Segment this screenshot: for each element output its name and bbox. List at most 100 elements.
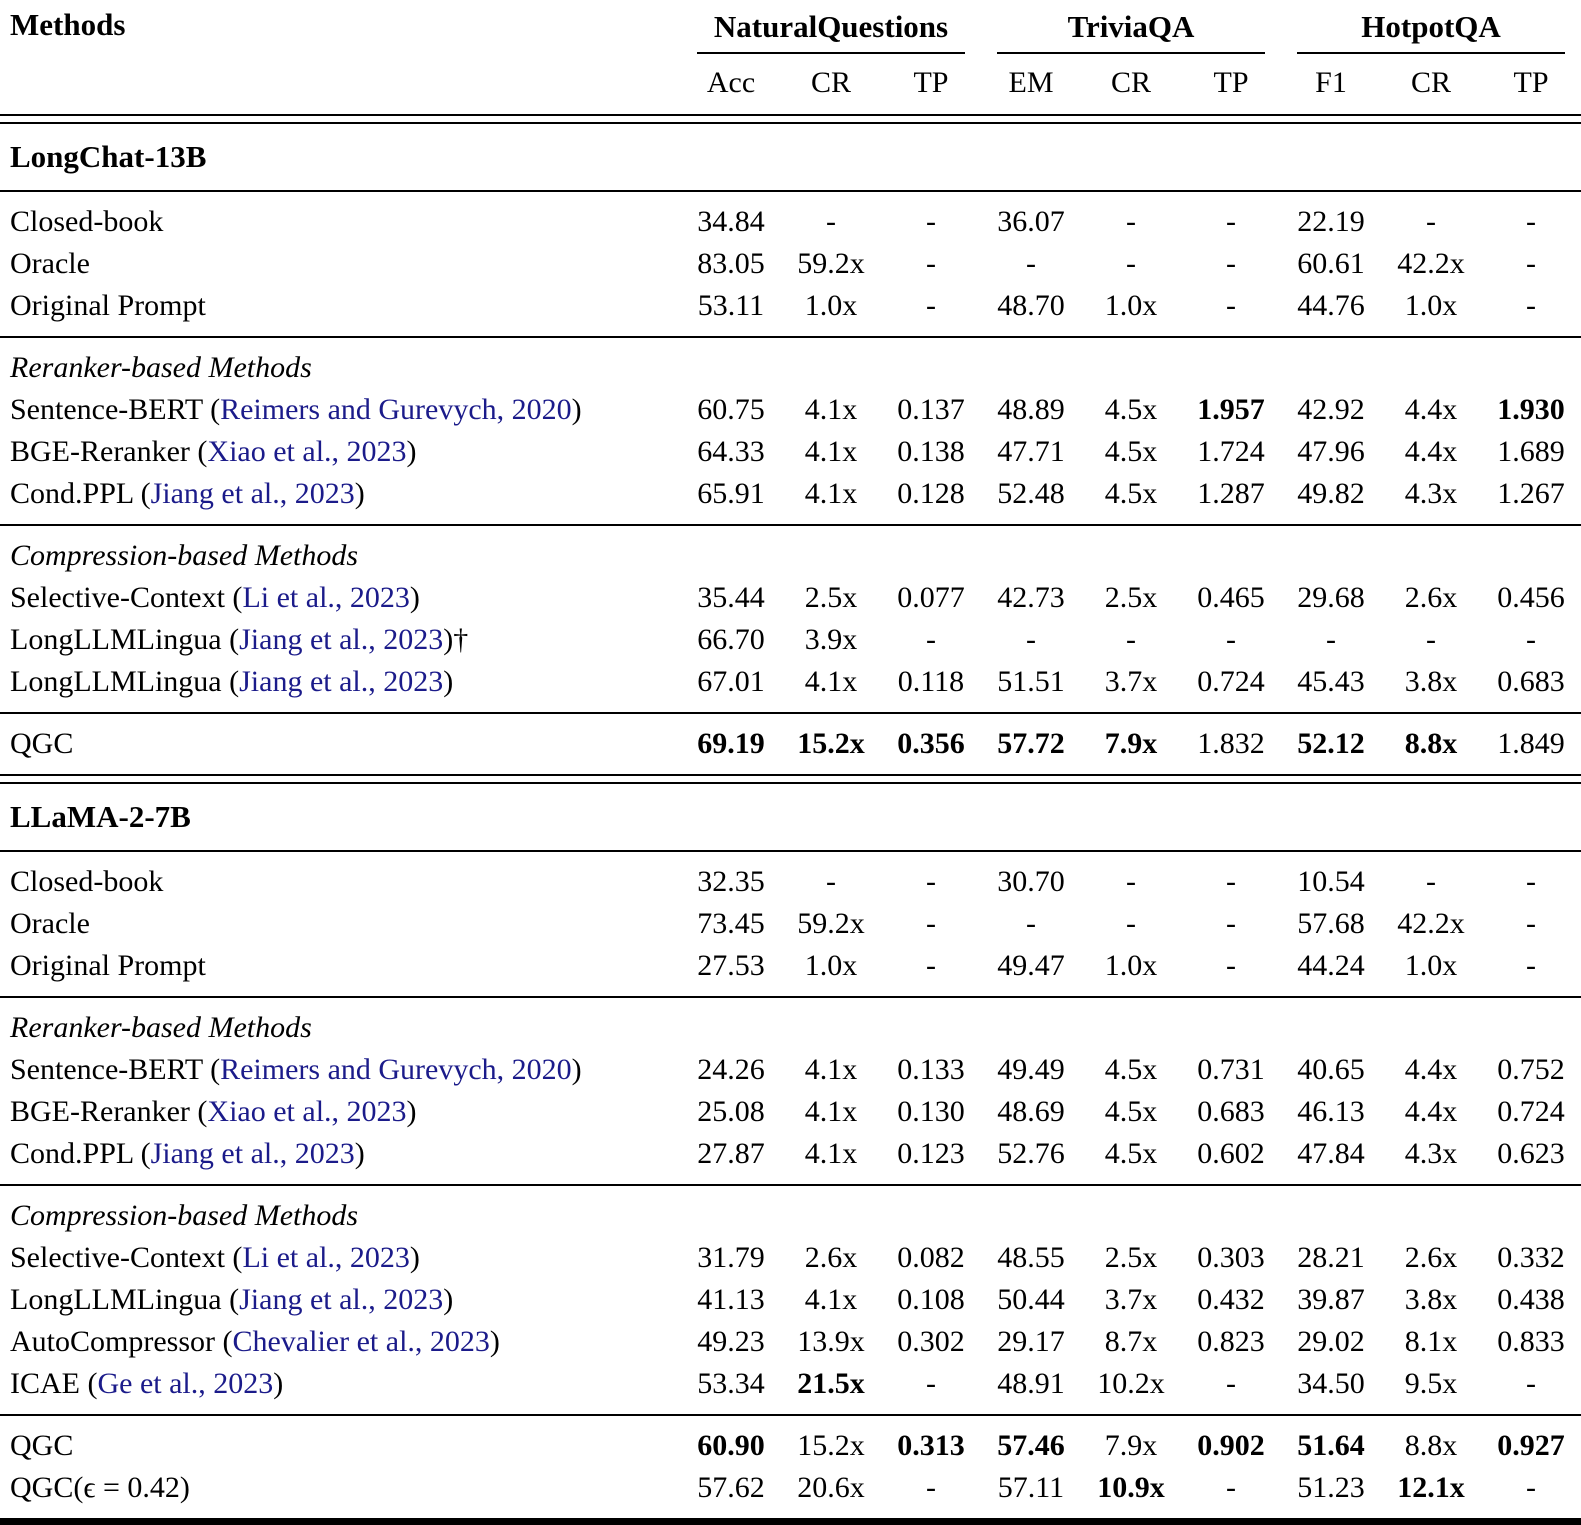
category-label: Reranker-based Methods: [0, 336, 1581, 389]
value-cell: 3.7x: [1104, 665, 1158, 698]
value-cell: 1.0x: [1404, 289, 1458, 322]
value-cell: 40.65: [1297, 1053, 1365, 1086]
col-header-tqa-cr: CR: [1110, 66, 1152, 99]
value-cell: 49.23: [697, 1325, 765, 1358]
value-cell: 47.84: [1297, 1137, 1365, 1170]
citation-link[interactable]: Jiang et al., 2023: [239, 623, 444, 656]
value-cell: 60.75: [697, 393, 765, 426]
value-cell: 4.1x: [804, 1053, 858, 1086]
method-text: LongLLMLingua (: [10, 1283, 240, 1316]
value-cell: 4.5x: [1104, 477, 1158, 510]
value-cell: 73.45: [697, 907, 765, 940]
value-cell: 1.957: [1197, 393, 1265, 426]
metric-header-row: Acc CR TP EM CR TP F1 CR TP: [0, 56, 1581, 115]
value-cell: 1.689: [1497, 435, 1565, 468]
value-cell: 4.4x: [1404, 435, 1458, 468]
citation-link[interactable]: Li et al., 2023: [242, 1241, 410, 1274]
method-cell: Sentence-BERT (Reimers and Gurevych, 202…: [0, 389, 681, 431]
method-text: ): [406, 435, 417, 468]
methods-column-header: Methods: [10, 7, 126, 42]
method-text: ): [443, 1283, 454, 1316]
value-cell: 4.1x: [804, 393, 858, 426]
value-cell: 4.4x: [1404, 1095, 1458, 1128]
value-cell: 8.8x: [1381, 1414, 1482, 1467]
value-cell: 52.76: [997, 1137, 1065, 1170]
citation-link[interactable]: Jiang et al., 2023: [150, 477, 355, 510]
citation-link[interactable]: Jiang et al., 2023: [150, 1137, 355, 1170]
table-row: Sentence-BERT (Reimers and Gurevych, 202…: [0, 389, 1581, 431]
value-cell: 0.438: [1497, 1283, 1565, 1316]
value-cell: 65.91: [697, 477, 765, 510]
method-cell: Closed-book: [0, 850, 681, 903]
category-row: Reranker-based Methods: [0, 996, 1581, 1049]
value-cell: 1.0x: [804, 949, 858, 982]
value-cell: 0.118: [897, 665, 965, 698]
value-cell: 4.1x: [804, 1283, 858, 1316]
citation-link[interactable]: Chevalier et al., 2023: [232, 1325, 490, 1358]
citation-link[interactable]: Jiang et al., 2023: [239, 1283, 444, 1316]
value-cell: 8.1x: [1404, 1325, 1458, 1358]
value-cell: -: [1226, 247, 1236, 280]
method-text: QGC(ϵ = 0.42): [10, 1471, 190, 1504]
col-header-tqa-tp: TP: [1213, 66, 1249, 99]
value-cell: 46.13: [1297, 1095, 1365, 1128]
value-cell: 0.303: [1197, 1241, 1265, 1274]
header-double-rule-line: [0, 114, 1581, 124]
value-cell: 59.2x: [797, 907, 865, 940]
category-label: Compression-based Methods: [0, 1184, 1581, 1237]
value-cell: 48.69: [997, 1095, 1065, 1128]
citation-link[interactable]: Reimers and Gurevych, 2020: [220, 393, 572, 426]
value-cell: 1.849: [1481, 712, 1581, 775]
value-cell: 4.1x: [804, 1137, 858, 1170]
table-row: Cond.PPL (Jiang et al., 2023) 65.91 4.1x 0.…: [0, 473, 1581, 525]
value-cell: -: [1126, 247, 1136, 280]
citation-link[interactable]: Ge et al., 2023: [97, 1367, 274, 1400]
value-cell: 4.5x: [1104, 1137, 1158, 1170]
value-cell: -: [881, 190, 981, 243]
value-cell: 3.8x: [1404, 1283, 1458, 1316]
value-cell: 2.6x: [1404, 581, 1458, 614]
value-cell: 57.46: [981, 1414, 1081, 1467]
citation-link[interactable]: Xiao et al., 2023: [207, 1095, 407, 1128]
value-cell: 1.930: [1497, 393, 1565, 426]
value-cell: 53.11: [697, 289, 765, 322]
value-cell: -: [926, 1367, 936, 1400]
value-cell: 31.79: [697, 1241, 765, 1274]
value-cell: 0.123: [897, 1137, 965, 1170]
citation-link[interactable]: Li et al., 2023: [242, 581, 410, 614]
value-cell: 53.34: [697, 1367, 765, 1400]
value-cell: 24.26: [697, 1053, 765, 1086]
value-cell: 0.683: [1497, 665, 1565, 698]
value-cell: 1.0x: [804, 289, 858, 322]
table-body: LongChat-13B Closed-book 34.84- -36.07- -22.…: [0, 114, 1581, 1525]
method-cell: Sentence-BERT (Reimers and Gurevych, 202…: [0, 1049, 681, 1091]
value-cell: 0.902: [1181, 1414, 1282, 1467]
value-cell: 3.9x: [804, 623, 858, 656]
method-text: Cond.PPL (: [10, 477, 151, 510]
value-cell: 0.724: [1197, 665, 1265, 698]
value-cell: 60.90: [681, 1414, 781, 1467]
value-cell: 0.432: [1197, 1283, 1265, 1316]
value-cell: 22.19: [1281, 190, 1382, 243]
value-cell: 48.91: [997, 1367, 1065, 1400]
citation-link[interactable]: Reimers and Gurevych, 2020: [220, 1053, 572, 1086]
value-cell: 0.623: [1497, 1137, 1565, 1170]
value-cell: 60.61: [1297, 247, 1365, 280]
method-cell: Selective-Context (Li et al., 2023): [0, 1237, 681, 1279]
value-cell: 0.465: [1197, 581, 1265, 614]
value-cell: 27.87: [697, 1137, 765, 1170]
method-text: Original Prompt: [10, 949, 206, 982]
triviaqa-label: TriviaQA: [997, 4, 1266, 54]
citation-link[interactable]: Jiang et al., 2023: [239, 665, 444, 698]
citation-link[interactable]: Xiao et al., 2023: [207, 435, 407, 468]
method-text: BGE-Reranker (: [10, 1095, 208, 1128]
method-text: QGC: [10, 1429, 74, 1462]
value-cell: 4.5x: [1104, 435, 1158, 468]
value-cell: 49.49: [997, 1053, 1065, 1086]
value-cell: 29.02: [1297, 1325, 1365, 1358]
table-row: LongLLMLingua (Jiang et al., 2023)† 66.70…: [0, 619, 1581, 661]
value-cell: 0.138: [897, 435, 965, 468]
table-row: Selective-Context (Li et al., 2023) 31.79…: [0, 1237, 1581, 1279]
method-text: Original Prompt: [10, 289, 206, 322]
value-cell: 4.1x: [804, 665, 858, 698]
